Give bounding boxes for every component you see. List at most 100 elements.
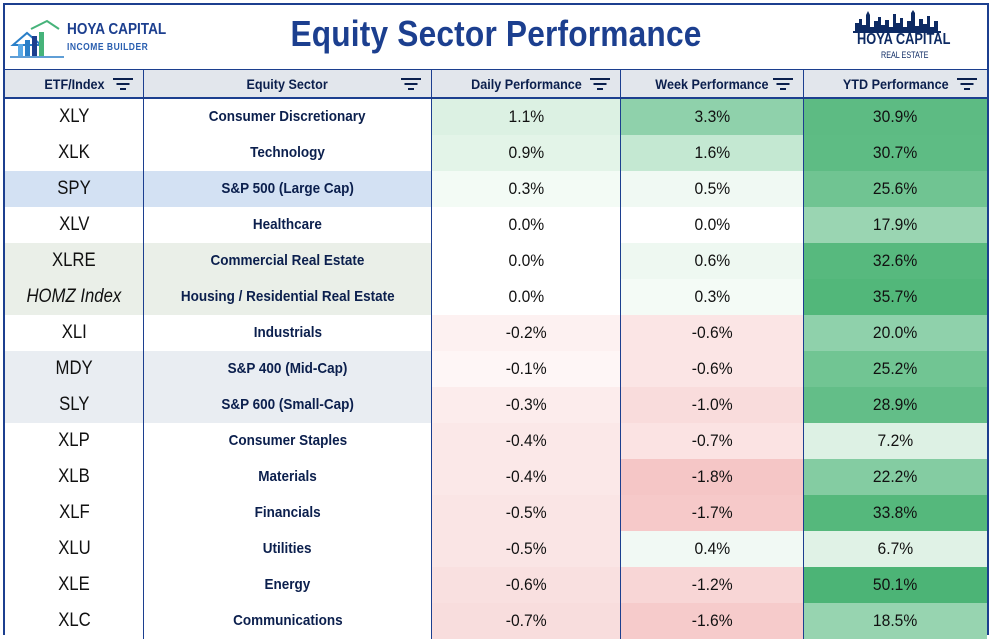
week-performance-cell-text: 0.5% bbox=[694, 179, 730, 198]
sector-cell: S&P 500 (Large Cap) bbox=[144, 171, 432, 207]
table-row: XLF Financials -0.5% -1.7% 33.8% bbox=[5, 495, 987, 531]
etf-cell-text: SLY bbox=[58, 394, 90, 415]
daily-performance-cell-text: -0.4% bbox=[505, 467, 547, 486]
week-performance-cell-text: -0.6% bbox=[691, 323, 733, 342]
etf-cell-text: MDY bbox=[55, 358, 93, 379]
ytd-performance-cell: 50.1% bbox=[804, 567, 987, 603]
sector-cell-text: Communications bbox=[232, 612, 343, 629]
daily-performance-cell: 0.9% bbox=[432, 135, 621, 171]
etf-cell-text: HOMZ Index bbox=[26, 286, 122, 307]
week-performance-cell-text: -0.6% bbox=[691, 359, 733, 378]
daily-performance-cell: -0.5% bbox=[432, 531, 621, 567]
filter-icon[interactable] bbox=[773, 77, 793, 91]
etf-cell-text: XLE bbox=[58, 574, 90, 595]
ytd-performance-cell-text: 6.7% bbox=[877, 539, 914, 558]
week-performance-cell: -1.0% bbox=[621, 387, 804, 423]
week-performance-cell-text: 0.6% bbox=[694, 251, 730, 270]
daily-performance-cell: -0.4% bbox=[432, 459, 621, 495]
logo-right-line2: REAL ESTATE bbox=[881, 50, 929, 60]
column-header-daily[interactable]: Daily Performance bbox=[432, 70, 621, 98]
week-performance-cell: 3.3% bbox=[621, 99, 804, 135]
etf-cell-text: XLI bbox=[61, 322, 87, 343]
daily-performance-cell: -0.7% bbox=[432, 603, 621, 639]
daily-performance-cell: -0.2% bbox=[432, 315, 621, 351]
etf-cell-text: SPY bbox=[57, 178, 91, 199]
ytd-performance-cell: 30.9% bbox=[804, 99, 987, 135]
etf-cell-text: XLC bbox=[57, 610, 91, 631]
ytd-performance-cell: 25.6% bbox=[804, 171, 987, 207]
filter-icon[interactable] bbox=[957, 77, 977, 91]
column-header-etf[interactable]: ETF/Index bbox=[5, 70, 144, 98]
sector-cell-text: Healthcare bbox=[252, 216, 323, 233]
sector-cell: Industrials bbox=[144, 315, 432, 351]
etf-cell: XLRE bbox=[5, 243, 144, 279]
sector-cell: Commercial Real Estate bbox=[144, 243, 432, 279]
daily-performance-cell: -0.3% bbox=[432, 387, 621, 423]
sector-cell-text: Consumer Staples bbox=[228, 432, 347, 449]
sector-cell: Financials bbox=[144, 495, 432, 531]
etf-cell: SLY bbox=[5, 387, 144, 423]
daily-performance-cell-text: -0.5% bbox=[505, 503, 547, 522]
daily-performance-cell: -0.6% bbox=[432, 567, 621, 603]
daily-performance-cell: 0.0% bbox=[432, 279, 621, 315]
table-row: XLC Communications -0.7% -1.6% 18.5% bbox=[5, 603, 987, 639]
performance-table-frame: HOYA CAPITAL INCOME BUILDER Equity Secto… bbox=[3, 3, 989, 639]
daily-performance-cell-text: 0.9% bbox=[508, 143, 544, 162]
daily-performance-cell-text: -0.1% bbox=[505, 359, 547, 378]
week-performance-cell: -0.7% bbox=[621, 423, 804, 459]
filter-icon[interactable] bbox=[113, 77, 133, 91]
ytd-performance-cell-text: 25.2% bbox=[873, 359, 918, 378]
column-header-label: Week Performance bbox=[655, 76, 769, 92]
ytd-performance-cell: 25.2% bbox=[804, 351, 987, 387]
logo-left-line1: HOYA CAPITAL bbox=[67, 21, 167, 38]
table-row: SPY S&P 500 (Large Cap) 0.3% 0.5% 25.6% bbox=[5, 171, 987, 207]
column-header-label: Daily Performance bbox=[470, 76, 582, 92]
column-header-label: YTD Performance bbox=[842, 76, 949, 92]
table-row: SLY S&P 600 (Small-Cap) -0.3% -1.0% 28.9% bbox=[5, 387, 987, 423]
week-performance-cell-text: 3.3% bbox=[694, 107, 730, 126]
etf-cell-text: XLK bbox=[58, 142, 90, 163]
week-performance-cell: 0.0% bbox=[621, 207, 804, 243]
sector-cell: Energy bbox=[144, 567, 432, 603]
table-row: XLE Energy -0.6% -1.2% 50.1% bbox=[5, 567, 987, 603]
ytd-performance-cell: 6.7% bbox=[804, 531, 987, 567]
daily-performance-cell: 1.1% bbox=[432, 99, 621, 135]
etf-cell: XLI bbox=[5, 315, 144, 351]
week-performance-cell-text: 0.0% bbox=[694, 215, 730, 234]
ytd-performance-cell-text: 25.6% bbox=[873, 179, 918, 198]
week-performance-cell: -1.8% bbox=[621, 459, 804, 495]
week-performance-cell: 0.6% bbox=[621, 243, 804, 279]
week-performance-cell: -0.6% bbox=[621, 315, 804, 351]
week-performance-cell-text: 1.6% bbox=[694, 143, 730, 162]
sector-cell-text: Energy bbox=[264, 576, 311, 593]
ytd-performance-cell-text: 33.8% bbox=[873, 503, 918, 522]
logo-right-line1: HOYA CAPITAL bbox=[857, 31, 951, 48]
etf-cell-text: XLB bbox=[58, 466, 90, 487]
sector-cell: Communications bbox=[144, 603, 432, 639]
filter-icon[interactable] bbox=[590, 77, 610, 91]
daily-performance-cell: -0.5% bbox=[432, 495, 621, 531]
etf-cell: XLP bbox=[5, 423, 144, 459]
daily-performance-cell: 0.0% bbox=[432, 207, 621, 243]
hoya-capital-income-builder-logo: HOYA CAPITAL INCOME BUILDER bbox=[9, 15, 166, 59]
column-header-label: Equity Sector bbox=[246, 76, 329, 92]
logo-left-line2: INCOME BUILDER bbox=[67, 42, 149, 53]
ytd-performance-cell: 33.8% bbox=[804, 495, 987, 531]
page-title: Equity Sector Performance bbox=[290, 13, 702, 54]
table-row: HOMZ Index Housing / Residential Real Est… bbox=[5, 279, 987, 315]
etf-cell: MDY bbox=[5, 351, 144, 387]
week-performance-cell: -1.6% bbox=[621, 603, 804, 639]
week-performance-cell: -1.2% bbox=[621, 567, 804, 603]
sector-cell: Utilities bbox=[144, 531, 432, 567]
column-header-ytd[interactable]: YTD Performance bbox=[804, 70, 987, 98]
column-header-week[interactable]: Week Performance bbox=[621, 70, 804, 98]
filter-icon[interactable] bbox=[401, 77, 421, 91]
ytd-performance-cell: 35.7% bbox=[804, 279, 987, 315]
column-header-sector[interactable]: Equity Sector bbox=[144, 70, 432, 98]
table-row: XLRE Commercial Real Estate 0.0% 0.6% 32.6% bbox=[5, 243, 987, 279]
week-performance-cell-text: -1.0% bbox=[691, 395, 733, 414]
table-row: XLY Consumer Discretionary 1.1% 3.3% 30.9% bbox=[5, 99, 987, 135]
week-performance-cell: 0.3% bbox=[621, 279, 804, 315]
week-performance-cell-text: 0.4% bbox=[694, 539, 730, 558]
etf-cell-text: XLRE bbox=[52, 250, 96, 271]
